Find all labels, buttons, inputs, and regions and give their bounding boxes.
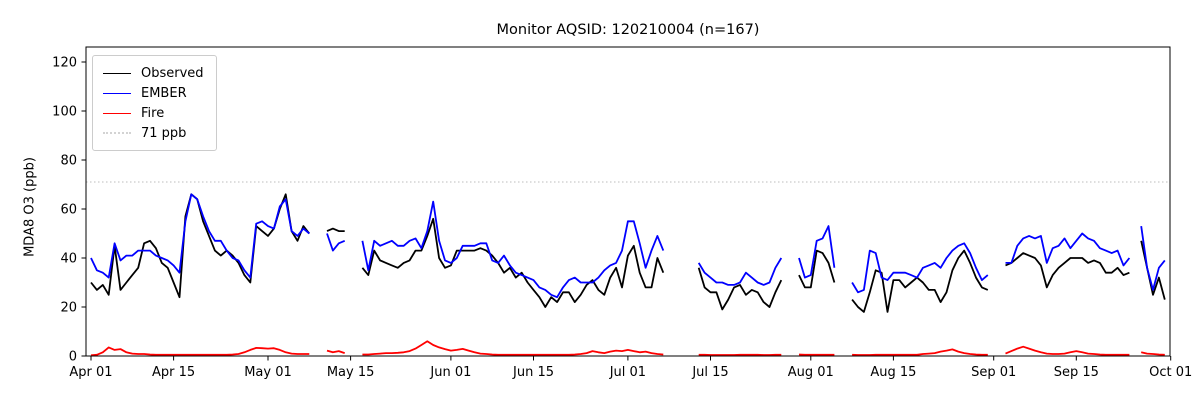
series-observed-line — [798, 249, 836, 289]
series-ember-line — [1005, 232, 1131, 267]
y-tick-label: 60 — [60, 203, 77, 218]
series-fire-line — [362, 340, 664, 356]
series-observed-line — [697, 267, 783, 311]
x-tick-label: Sep 01 — [971, 365, 1016, 380]
series-observed-line — [851, 249, 989, 313]
spine — [85, 46, 1171, 357]
x-tick-label: Jun 01 — [429, 365, 471, 380]
series-ember-line — [798, 225, 836, 279]
series-observed-line — [326, 227, 345, 233]
series-ember-line — [697, 257, 783, 286]
x-tick-label: Apr 01 — [69, 365, 112, 380]
x-tick-label: Jul 15 — [691, 365, 728, 380]
legend: Observed EMBER Fire 71 ppb — [92, 55, 217, 151]
series-fire-line — [1005, 345, 1130, 356]
x-tick-label: May 01 — [244, 365, 292, 380]
x-tick-label: Apr 15 — [152, 365, 195, 380]
legend-item-observed: Observed — [103, 63, 204, 83]
x-tick-label: Oct 01 — [1149, 365, 1192, 380]
x-tick-label: May 15 — [327, 365, 375, 380]
x-tick-label: Jul 01 — [609, 365, 646, 380]
x-tick-label: Aug 15 — [870, 365, 916, 380]
series-ember-line — [1140, 225, 1166, 291]
y-tick-label: 20 — [60, 301, 77, 316]
x-tick-label: Sep 15 — [1054, 365, 1099, 380]
chart-title: Monitor AQSID: 120210004 (n=167) — [496, 22, 760, 38]
series-fire-line — [1141, 351, 1165, 356]
series-observed-line — [361, 217, 665, 308]
y-tick-label: 0 — [69, 350, 77, 365]
x-tick-label: Aug 01 — [788, 365, 834, 380]
legend-label-observed: Observed — [141, 65, 204, 81]
series-fire-line — [326, 349, 345, 354]
x-tick-label: Jun 15 — [512, 365, 554, 380]
y-tick-label: 40 — [60, 252, 77, 267]
y-tick-label: 80 — [60, 154, 77, 169]
y-tick-label: 100 — [52, 105, 77, 120]
legend-item-fire: Fire — [103, 103, 204, 123]
y-tick-label: 120 — [52, 56, 77, 71]
series-ember-line — [326, 233, 346, 252]
threshold-line-icon — [103, 132, 131, 134]
series-observed-line — [1005, 252, 1130, 289]
ember-line-icon — [103, 92, 131, 94]
legend-item-ember: EMBER — [103, 83, 204, 103]
series-ember-line — [361, 200, 665, 299]
legend-label-threshold: 71 ppb — [141, 125, 187, 141]
legend-label-ember: EMBER — [141, 85, 187, 101]
series-fire-line — [90, 346, 310, 357]
legend-item-threshold: 71 ppb — [103, 123, 204, 143]
series-ember-line — [90, 193, 310, 279]
legend-label-fire: Fire — [141, 105, 165, 121]
fire-line-icon — [103, 112, 131, 114]
series-ember-line — [851, 242, 989, 294]
observed-line-icon — [103, 72, 131, 74]
series-fire-line — [852, 348, 988, 356]
